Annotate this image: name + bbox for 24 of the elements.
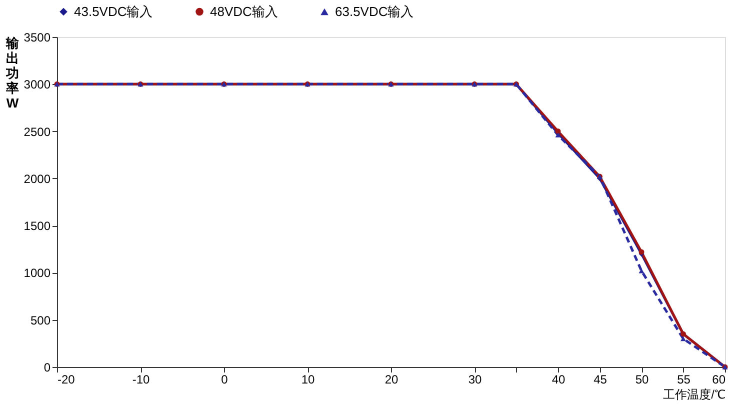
legend-label: 43.5VDC输入 [74,4,153,19]
x-tick-label: 30 [468,372,482,386]
y-tick-label: 1000 [24,266,51,280]
y-tick-label: 1500 [24,219,51,234]
x-axis-title: 工作温度/℃ [663,388,726,402]
y-tick-label: 3000 [24,78,51,92]
x-tick-label: 20 [384,372,398,386]
x-tick-label: -20 [58,372,76,386]
x-tick-label: 45 [594,372,608,386]
x-tick-label: 10 [301,372,315,386]
y-tick-label: 2500 [24,124,51,139]
y-tick-label: 2000 [24,172,51,186]
y-tick-label: 3500 [24,30,51,44]
x-tick-label: -10 [132,372,150,386]
x-tick-label: 40 [552,372,566,386]
x-tick-label: 50 [635,372,649,386]
x-tick-label: 60 [712,372,726,386]
x-tick-label: 0 [221,372,228,386]
y-tick-label: 500 [30,313,51,328]
x-tick-label: 55 [677,372,691,386]
legend-label: 48VDC输入 [210,4,278,19]
y-axis-title: 输出功率W [5,36,20,110]
y-tick-label: 0 [44,360,51,374]
legend-label: 63.5VDC输入 [335,4,414,19]
